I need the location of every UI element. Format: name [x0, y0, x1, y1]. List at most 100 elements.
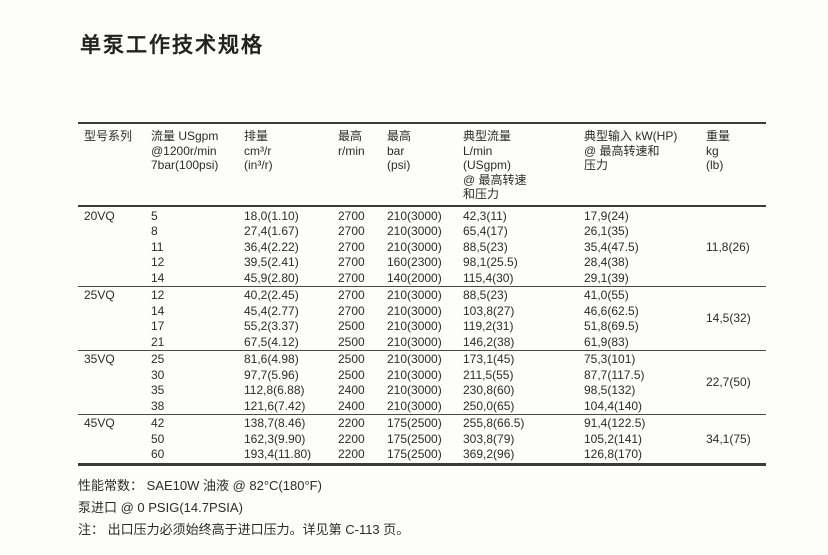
col-header-displacement: 排量 cm³/r (in³/r) — [238, 123, 332, 207]
page-title: 单泵工作技术规格 — [80, 34, 264, 57]
section-45vq: 45VQ 42 138,7(8.46) 2200 175(2500) 255,8… — [78, 414, 766, 464]
weight-cell: 22,7(50) — [700, 350, 766, 415]
table-row: 11 36,4(2.22) 2700 210(3000) 88,5(23) 35… — [78, 240, 766, 256]
flow-cell: 5 — [151, 208, 158, 223]
speed-cell: 2700 — [338, 208, 365, 223]
pressure-cell: 210(3000) — [387, 208, 442, 223]
weight-cell: 34,1(75) — [700, 414, 766, 464]
table-row: 38 121,6(7.42) 2400 210(3000) 250,0(65) … — [78, 399, 766, 415]
input-power-cell: 46,6(62.5) — [584, 303, 639, 318]
displacement-cell: 193,4(11.80) — [244, 447, 312, 461]
displacement-cell: 67,5(4.12) — [244, 334, 299, 349]
typical-flow-cell: 211,5(55) — [463, 367, 514, 382]
footnotes: 性能常数： SAE10W 油液 @ 82°C(180°F) 泵进口 @ 0 PS… — [78, 475, 828, 541]
flow-cell: 35 — [151, 383, 165, 397]
pressure-cell: 175(2500) — [387, 447, 442, 461]
displacement-cell: 36,4(2.22) — [244, 239, 299, 254]
pump-spec-table: 型号系列 流量 USgpm @1200r/min 7bar(100psi) 排量… — [78, 122, 766, 466]
pressure-cell: 210(3000) — [387, 383, 442, 397]
table-row: 14 45,9(2.80) 2700 140(2000) 115,4(30) 2… — [78, 271, 766, 287]
displacement-cell: 55,2(3.37) — [244, 319, 299, 333]
typical-flow-cell: 173,1(45) — [457, 350, 578, 368]
col-header-typical-input: 典型输入 kW(HP) @ 最高转速和 压力 — [578, 123, 700, 207]
table-row: 21 67,5(4.12) 2500 210(3000) 146,2(38) 6… — [78, 335, 766, 351]
displacement-cell: 162,3(9.90) — [244, 431, 306, 446]
input-power-cell: 75,3(101) — [578, 350, 700, 368]
pressure-cell: 210(3000) — [387, 239, 442, 254]
flow-cell: 8 — [151, 224, 158, 238]
displacement-cell: 121,6(7.42) — [244, 398, 306, 413]
input-power-cell: 126,8(170) — [584, 447, 643, 461]
pressure-cell: 210(3000) — [387, 224, 442, 238]
pressure-cell: 160(2300) — [387, 255, 442, 269]
typical-flow-cell: 42,3(11) — [463, 208, 507, 223]
typical-flow-cell: 103,8(27) — [463, 303, 515, 318]
note-pump-inlet: 泵进口 @ 0 PSIG(14.7PSIA) — [78, 499, 243, 515]
flow-cell: 12 — [145, 286, 238, 304]
speed-cell: 2700 — [338, 270, 365, 285]
model-cell: 45VQ — [78, 414, 145, 464]
displacement-cell: 27,4(1.67) — [244, 224, 299, 238]
displacement-cell: 81,6(4.98) — [238, 350, 332, 368]
speed-cell: 2200 — [338, 447, 365, 461]
input-power-cell: 87,7(117.5) — [584, 367, 645, 382]
table-row: 60 193,4(11.80) 2200 175(2500) 369,2(96)… — [78, 447, 766, 464]
speed-cell: 2500 — [332, 350, 381, 368]
flow-cell: 60 — [151, 447, 165, 461]
flow-cell: 42 — [145, 414, 238, 432]
typical-flow-cell: 369,2(96) — [463, 447, 515, 461]
speed-cell: 2500 — [338, 319, 365, 333]
typical-flow-cell: 115,4(30) — [463, 270, 514, 285]
speed-cell: 2400 — [338, 383, 365, 397]
typical-flow-cell: 98,1(25.5) — [463, 255, 518, 269]
speed-cell: 2700 — [338, 303, 365, 318]
input-power-cell: 51,8(69.5) — [584, 319, 639, 333]
pressure-cell: 210(3000) — [387, 303, 442, 318]
typical-flow-cell: 303,8(79) — [463, 431, 515, 446]
speed-cell: 2700 — [338, 224, 365, 238]
input-power-cell: 98,5(132) — [584, 383, 636, 397]
pressure-cell: 210(3000) — [381, 350, 457, 368]
speed-cell: 2500 — [338, 334, 365, 349]
col-header-weight: 重量 kg (lb) — [700, 123, 766, 207]
table-row: 8 27,4(1.67) 2700 210(3000) 65,4(17) 26,… — [78, 224, 766, 240]
displacement-cell: 18,0(1.10) — [244, 208, 299, 223]
weight-cell: 14,5(32) — [700, 286, 766, 351]
input-power-cell: 35,4(47.5) — [584, 239, 639, 254]
speed-cell: 2200 — [332, 414, 381, 432]
section-25vq: 25VQ 12 40,2(2.45) 2700 210(3000) 88,5(2… — [78, 286, 766, 351]
typical-flow-cell: 65,4(17) — [463, 224, 508, 238]
displacement-cell: 138,7(8.46) — [238, 414, 332, 432]
flow-cell: 14 — [151, 303, 165, 318]
input-power-cell: 29,1(39) — [584, 270, 629, 285]
input-power-cell: 17,9(24) — [584, 208, 629, 223]
input-power-cell: 105,2(141) — [584, 431, 643, 446]
col-header-max-speed: 最高 r/min — [332, 123, 381, 207]
model-cell: 25VQ — [78, 286, 145, 351]
model-cell: 20VQ — [84, 208, 115, 223]
model-cell: 35VQ — [78, 350, 145, 415]
input-power-cell: 26,1(35) — [584, 224, 629, 238]
typical-flow-cell: 255,8(66.5) — [457, 414, 578, 432]
speed-cell: 2200 — [338, 431, 365, 446]
input-power-cell: 61,9(83) — [584, 334, 629, 349]
flow-cell: 21 — [151, 334, 165, 349]
flow-cell: 38 — [151, 398, 165, 413]
col-header-flow: 流量 USgpm @1200r/min 7bar(100psi) — [145, 123, 238, 207]
section-35vq: 35VQ 25 81,6(4.98) 2500 210(3000) 173,1(… — [78, 350, 766, 415]
flow-cell: 11 — [151, 239, 164, 254]
col-header-typical-flow: 典型流量 L/min (USgpm) @ 最高转速 和压力 — [457, 123, 578, 207]
table-header: 型号系列 流量 USgpm @1200r/min 7bar(100psi) 排量… — [78, 123, 766, 207]
input-power-cell: 104,4(140) — [584, 398, 643, 413]
input-power-cell: 41,0(55) — [578, 286, 700, 304]
speed-cell: 2400 — [338, 398, 365, 413]
speed-cell: 2500 — [338, 367, 365, 382]
pressure-cell: 175(2500) — [387, 431, 442, 446]
table-row: 35VQ 25 81,6(4.98) 2500 210(3000) 173,1(… — [78, 350, 766, 415]
note-outlet-pressure: 注： 出口压力必须始终高于进口压力。详见第 C-113 页。 — [78, 521, 410, 537]
flow-cell: 25 — [145, 350, 238, 368]
speed-cell: 2700 — [338, 255, 365, 269]
displacement-cell: 45,4(2.77) — [244, 303, 299, 318]
flow-cell: 12 — [151, 255, 165, 269]
col-header-model: 型号系列 — [78, 123, 145, 207]
